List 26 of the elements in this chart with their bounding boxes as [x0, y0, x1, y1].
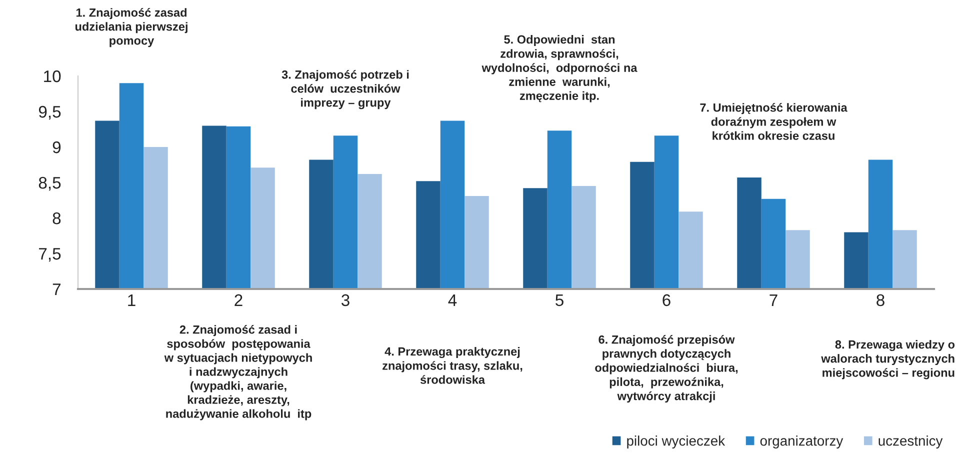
y-tick-label: 9,5: [38, 106, 61, 120]
x-tick-label: 1: [128, 294, 136, 306]
text: 6. Znajomość przepisów prawnych dotyczących odpowiedzialności biura, pilota, przewoźnika, wytwórcy atrakcji: [595, 335, 738, 403]
y-tick-label: 7: [52, 284, 60, 296]
x-tick-label: 6: [662, 294, 670, 306]
annotation: 7. Umiejętność kierowania doraźnym zespołem w krótkim okresie czasu: [700, 103, 848, 140]
x-tick-label: 7: [770, 294, 778, 306]
legend-label: organizatorzy: [760, 436, 844, 448]
x-tick-label: 3: [342, 294, 350, 306]
x-tick-label: 5: [556, 294, 564, 306]
legend-label: piloci wycieczek: [627, 436, 726, 448]
annotation: 5. Odpowiedni stan zdrowia, sprawności, wydolności, odporności na zmienne warunki, zmęczenie itp.: [482, 35, 638, 102]
text: 1. Znajomość zasad udzielania pierwszej pomocy: [75, 8, 188, 48]
x-tick-label: 4: [448, 294, 457, 306]
y-tick-label: 8,5: [38, 176, 61, 191]
annotation: 3. Znajomość potrzeb i celów uczestników imprezy – grupy: [282, 70, 409, 110]
y-tick-label: 8: [52, 212, 61, 224]
text: 4. Przewaga praktycznej znajomości trasy, szlaku, środowiska: [382, 347, 522, 384]
y-tick-label: 9: [52, 141, 61, 154]
x-tick-label: 2: [234, 294, 242, 306]
y-tick-label: 10: [44, 70, 61, 82]
x-tick-label: 8: [876, 294, 884, 306]
y-tick-label: 7,5: [39, 248, 61, 262]
legend-label: uczestnicy: [878, 436, 943, 448]
text: 2. Znajomość zasad i sposobów postępowania w sytuacjach nietypowych i nadzwyczajnych (wypadki, awarie, kradzieże, areszty, nadużywanie alkoholu itp: [164, 325, 312, 420]
text: 8. Przewaga wiedzy o walorach turystycznych miejscowości – regionu: [821, 340, 955, 380]
